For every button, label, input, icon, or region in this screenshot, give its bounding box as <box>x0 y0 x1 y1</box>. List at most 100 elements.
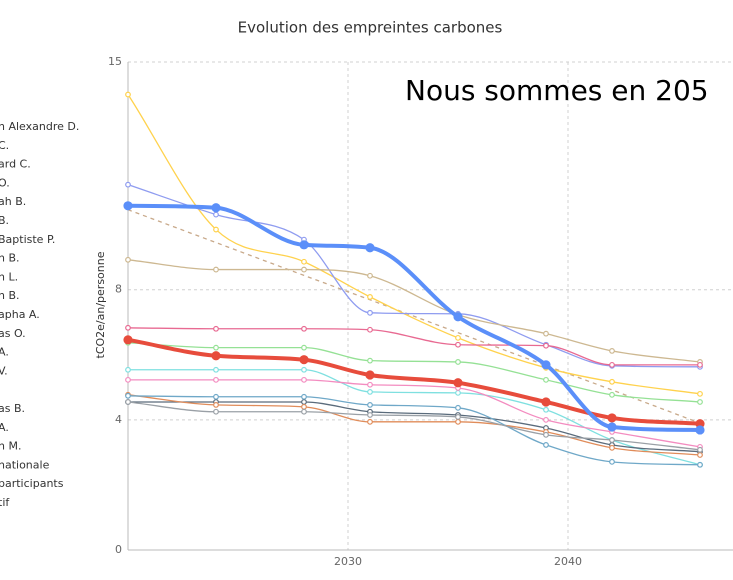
point <box>609 361 615 368</box>
point <box>455 414 461 420</box>
point <box>301 344 307 351</box>
point <box>125 91 131 98</box>
point <box>455 334 461 341</box>
point <box>609 347 615 354</box>
series-line <box>127 342 701 403</box>
point <box>301 393 307 400</box>
point <box>541 397 551 407</box>
point <box>367 412 373 418</box>
point <box>455 404 461 411</box>
series-line <box>127 395 701 466</box>
point <box>695 425 705 435</box>
y-tick-label: 4 <box>115 413 122 426</box>
point <box>299 355 309 365</box>
y-tick-label: 15 <box>108 55 122 68</box>
point <box>609 378 615 385</box>
legend-label: B. <box>0 214 9 227</box>
point <box>213 325 219 332</box>
legend-label: apha A. <box>0 308 40 321</box>
series-line <box>127 327 700 366</box>
legend-label: A. <box>0 421 9 434</box>
point <box>125 366 131 373</box>
point <box>301 325 307 332</box>
series-line <box>128 369 701 466</box>
series-line <box>127 401 701 451</box>
point <box>365 243 375 253</box>
point <box>125 399 131 405</box>
legend-label: O. <box>0 176 10 189</box>
point <box>301 266 307 273</box>
point <box>125 392 131 399</box>
legend-label: C. <box>0 139 9 152</box>
point <box>543 406 549 413</box>
point <box>609 437 615 443</box>
legend-label: as B. <box>0 402 25 415</box>
point <box>455 389 461 396</box>
point <box>543 416 549 423</box>
legend-label: n Alexandre D. <box>0 120 79 133</box>
legend-label: n B. <box>0 289 20 302</box>
legend-label: h B. <box>0 252 20 265</box>
point <box>213 393 219 400</box>
legend-label: tif <box>0 496 10 509</box>
point <box>211 351 221 361</box>
point <box>301 403 307 410</box>
point <box>543 376 549 383</box>
series-line <box>127 394 701 456</box>
point <box>543 342 549 349</box>
point <box>697 452 703 458</box>
point <box>609 458 615 465</box>
point <box>455 359 461 365</box>
legend-label: n M. <box>0 440 21 453</box>
point <box>367 309 373 316</box>
point <box>367 326 373 333</box>
legend-label: ard C. <box>0 158 31 171</box>
series-line <box>127 209 701 424</box>
point <box>697 461 703 468</box>
point <box>213 376 219 383</box>
point <box>367 357 373 364</box>
point <box>543 330 549 337</box>
point <box>365 370 375 380</box>
point <box>543 431 549 438</box>
point <box>125 324 131 331</box>
series-line <box>127 203 701 432</box>
point <box>697 446 703 453</box>
point <box>367 418 373 425</box>
series-line <box>128 379 701 448</box>
legend-label: Baptiste P. <box>0 233 55 246</box>
point <box>299 240 309 250</box>
point <box>455 418 461 425</box>
point <box>541 360 551 370</box>
y-axis-label: tCO2e/an/personne <box>94 251 107 358</box>
point <box>213 344 219 351</box>
point <box>125 376 131 383</box>
point <box>123 335 133 345</box>
chart-title: Evolution des empreintes carbones <box>238 19 503 37</box>
point <box>213 211 219 218</box>
point <box>213 366 219 373</box>
point <box>301 399 307 405</box>
y-tick-label: 0 <box>115 543 122 556</box>
x-tick-label: 2040 <box>554 555 582 568</box>
series-line <box>127 401 701 453</box>
x-tick-label: 2030 <box>334 555 362 568</box>
legend-label: A. <box>0 346 9 359</box>
point <box>213 402 219 408</box>
point <box>607 413 617 423</box>
point <box>453 378 463 388</box>
point <box>697 399 703 405</box>
legend-label: as O. <box>0 327 26 340</box>
point <box>367 402 373 408</box>
point <box>301 366 307 373</box>
point <box>367 293 373 300</box>
point <box>609 391 615 398</box>
series-line <box>127 259 701 363</box>
point <box>301 408 307 415</box>
point <box>211 203 221 213</box>
point <box>125 256 131 263</box>
point <box>453 312 463 322</box>
legend-label: V. <box>0 364 8 377</box>
point <box>607 422 617 432</box>
